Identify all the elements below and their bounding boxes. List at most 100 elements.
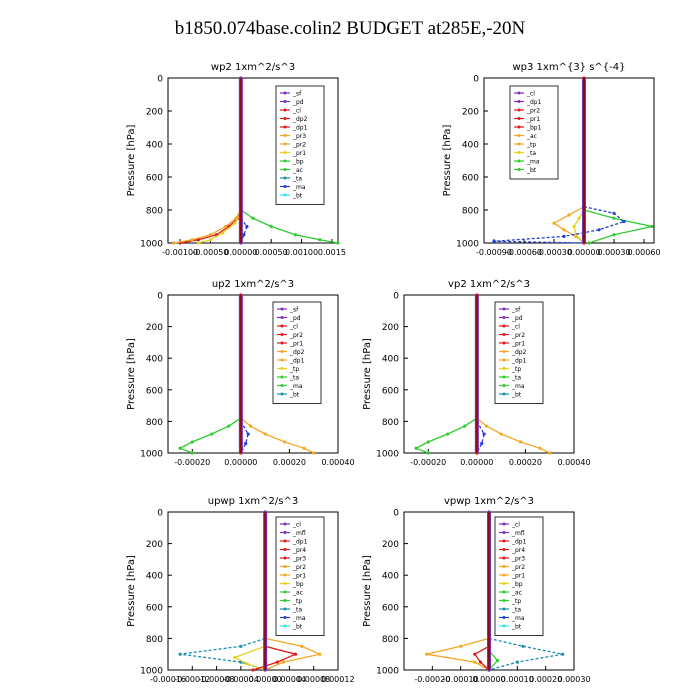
- legend-marker: [517, 117, 521, 120]
- x-tick-label: -0.00010: [443, 675, 479, 684]
- legend-entry: _bt: [289, 392, 300, 399]
- series-point: [650, 224, 654, 229]
- series-point: [208, 238, 213, 242]
- legend-marker: [283, 616, 287, 619]
- series-line: [240, 421, 249, 454]
- y-tick-label: 800: [382, 418, 399, 428]
- series-point: [518, 440, 523, 444]
- legend-marker: [283, 522, 287, 526]
- series-point: [484, 424, 489, 428]
- legend-entry: _bp: [292, 159, 304, 166]
- legend-marker: [502, 573, 506, 577]
- x-tick-label: 0.00004: [273, 675, 306, 684]
- legend-entry: _tp: [511, 598, 521, 605]
- y-axis-label: Pressure [hPa]: [126, 125, 137, 197]
- series-line: [414, 417, 478, 454]
- y-tick-label: 0: [393, 292, 399, 302]
- legend-entry: _tp: [292, 598, 302, 605]
- y-axis-label: Pressure [hPa]: [126, 555, 137, 627]
- series-line: [473, 645, 490, 671]
- legend-entry: _bp1: [526, 125, 542, 132]
- x-tick-label: 0.00020: [509, 458, 542, 467]
- plot-frame: [403, 294, 575, 454]
- legend-entry: _ma: [292, 615, 306, 622]
- series-point: [446, 432, 450, 436]
- series-point: [552, 221, 556, 225]
- series-point: [318, 238, 322, 242]
- series-point: [459, 644, 463, 648]
- legend-marker: [502, 358, 506, 362]
- legend-entry: _tp: [289, 366, 299, 373]
- chart-panel-6: vpwp 1xm^2/s^3 Pressure [hPa] 0 200 400 600 80…: [362, 496, 591, 684]
- legend-marker: [517, 134, 521, 137]
- x-tick-label: 0.00000: [472, 675, 505, 684]
- legend-entry: _cl: [292, 522, 301, 529]
- chart-panel-1: wp2 1xm^2/s^3 Pressure [hPa] 0 200 400 600 800…: [126, 62, 346, 257]
- legend-entry: _ac: [511, 590, 522, 597]
- legend-entry: _ac: [292, 167, 303, 174]
- series-point: [275, 660, 279, 664]
- legend-marker: [502, 539, 506, 543]
- y-tick-label: 1000: [376, 667, 399, 677]
- legend-marker: [283, 624, 287, 628]
- series-point: [302, 446, 306, 450]
- legend-marker: [502, 522, 506, 526]
- x-tick-label: 0.00020: [273, 458, 306, 467]
- legend-entry: _pr2: [526, 108, 540, 115]
- legend-marker: [283, 117, 287, 120]
- y-axis-label: Pressure [hPa]: [362, 338, 373, 410]
- series-point: [233, 655, 237, 659]
- legend-entry: _pr1: [511, 573, 525, 580]
- series-line: [488, 637, 563, 671]
- legend-entry: _ac: [292, 590, 303, 597]
- legend-entry: _tp: [511, 366, 521, 373]
- legend-entry: _pr2: [511, 564, 525, 571]
- legend-marker: [283, 548, 287, 551]
- legend-marker: [280, 324, 284, 328]
- series-line: [583, 209, 653, 244]
- series-point: [597, 228, 601, 232]
- x-tick-label: -0.00004: [223, 675, 259, 684]
- series-point: [221, 231, 225, 235]
- x-tick-label: -0.00020: [414, 675, 450, 684]
- legend-entry: _ta: [292, 176, 302, 183]
- legend-entry: _ma: [511, 615, 525, 622]
- legend-entry: _sf: [511, 307, 521, 314]
- legend-marker: [517, 159, 521, 163]
- series-point: [245, 224, 249, 229]
- series-line: [240, 209, 339, 244]
- series-line: [476, 417, 550, 454]
- series-point: [178, 446, 182, 450]
- plot-frame: [167, 77, 339, 244]
- y-tick-label: 400: [382, 572, 399, 582]
- series-point: [562, 228, 566, 232]
- legend-entry: _sf: [289, 307, 299, 314]
- legend-entry: _cl: [511, 324, 520, 331]
- x-tick-label: 0.00000: [249, 675, 282, 684]
- series-point: [482, 432, 486, 436]
- chart-panel-5: upwp 1xm^2/s^3 Pressure [hPa] 0 200 400 600 80…: [126, 496, 355, 684]
- y-tick-label: 200: [382, 540, 399, 550]
- legend-entry: _pd: [292, 99, 304, 106]
- legend-marker: [502, 548, 506, 551]
- legend-entry: _pr1: [526, 116, 540, 123]
- x-tick-label: -0.00016: [150, 675, 186, 684]
- legend-marker: [502, 341, 506, 345]
- chart-panel-4: vp2 1xm^2/s^3 Pressure [hPa] 0 200 400 600 800…: [362, 279, 591, 467]
- series-point: [572, 224, 576, 229]
- legend-marker: [280, 392, 284, 396]
- legend-marker: [502, 607, 506, 611]
- series-point: [263, 432, 267, 436]
- y-tick-label: 0: [393, 509, 399, 519]
- series-line: [552, 206, 585, 244]
- y-tick-label: 1000: [140, 450, 163, 460]
- series-point: [239, 644, 243, 648]
- plot-frame: [483, 77, 655, 244]
- y-tick-label: 400: [146, 141, 163, 151]
- series-point: [251, 216, 255, 220]
- chart-panel-2: wp3 1xm^{3} s^{-4} Pressure [hPa] 0 200 400 6…: [442, 62, 661, 257]
- series-line: [240, 417, 314, 454]
- legend-entry: _bt: [511, 392, 522, 399]
- x-tick-label: 0.00008: [297, 675, 330, 684]
